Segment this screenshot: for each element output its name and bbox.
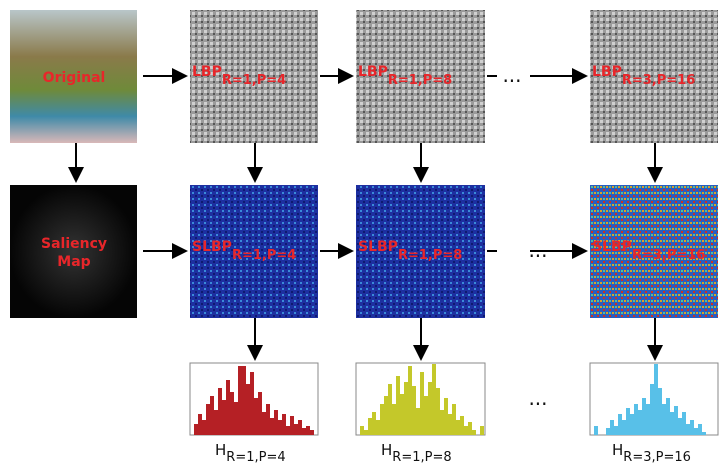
ellipsis: ... xyxy=(502,63,521,87)
histogram-label: HR=1,P=8 xyxy=(381,441,452,465)
histogram-label: HR=3,P=16 xyxy=(612,441,691,465)
diagram: Original Saliency Map LBPR=1,P=4 LBPR=1,… xyxy=(0,0,720,469)
saliency-label: Map xyxy=(57,254,90,270)
original-label: Original xyxy=(43,70,106,86)
ellipsis: ... xyxy=(528,238,547,262)
histogram-label: HR=1,P=4 xyxy=(215,441,286,465)
saliency-label: Saliency xyxy=(41,236,107,252)
ellipsis: ... xyxy=(528,386,547,410)
